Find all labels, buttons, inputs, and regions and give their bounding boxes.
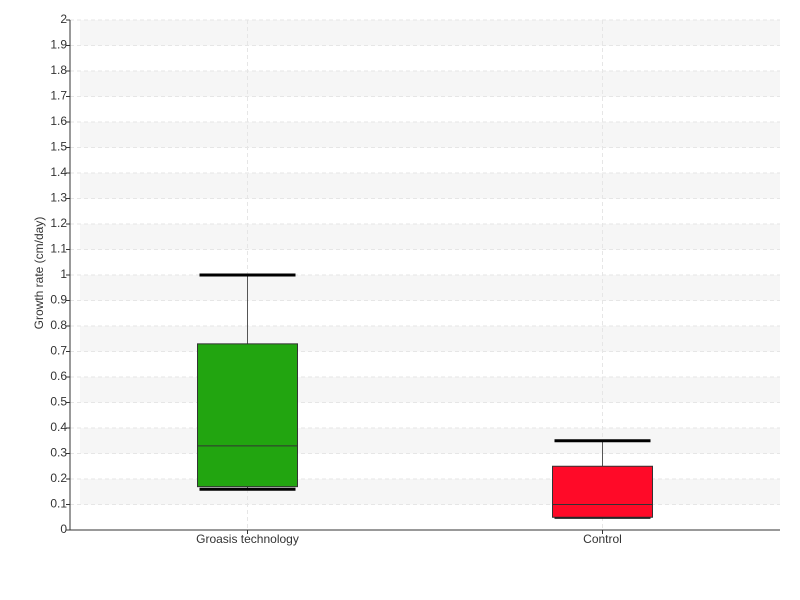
y-tick-label: 0.4 (50, 420, 67, 434)
y-tick-label: 1.9 (50, 38, 67, 52)
grid-band (80, 71, 780, 97)
grid-band (80, 20, 780, 46)
grid-band (80, 224, 780, 250)
grid-band (80, 326, 780, 352)
x-tick-label: Groasis technology (196, 532, 299, 546)
y-tick-label: 0.2 (50, 471, 67, 485)
y-tick-label: 0.5 (50, 395, 67, 409)
box (197, 343, 298, 488)
y-tick-label: 0.9 (50, 293, 67, 307)
grid-band (80, 122, 780, 148)
y-tick-label: 1 (60, 267, 67, 281)
y-axis-label: Growth rate (cm/day) (32, 217, 46, 330)
x-tick-label: Control (583, 532, 622, 546)
y-tick-label: 0.7 (50, 344, 67, 358)
y-tick-label: 0 (60, 522, 67, 536)
y-tick-label: 1.4 (50, 165, 67, 179)
y-tick-label: 1.2 (50, 216, 67, 230)
y-tick-label: 1.5 (50, 140, 67, 154)
grid-band (80, 377, 780, 403)
y-tick-label: 1.3 (50, 191, 67, 205)
y-tick-label: 0.6 (50, 369, 67, 383)
y-tick-label: 0.1 (50, 497, 67, 511)
y-tick-label: 0.3 (50, 446, 67, 460)
y-tick-label: 2 (60, 12, 67, 26)
y-tick-label: 1.6 (50, 114, 67, 128)
box (552, 465, 653, 518)
y-tick-label: 0.8 (50, 318, 67, 332)
grid-band (80, 173, 780, 199)
grid-band (80, 428, 780, 454)
y-tick-label: 1.7 (50, 89, 67, 103)
grid-band (80, 275, 780, 301)
grid-band (80, 479, 780, 505)
y-tick-label: 1.8 (50, 63, 67, 77)
y-tick-label: 1.1 (50, 242, 67, 256)
